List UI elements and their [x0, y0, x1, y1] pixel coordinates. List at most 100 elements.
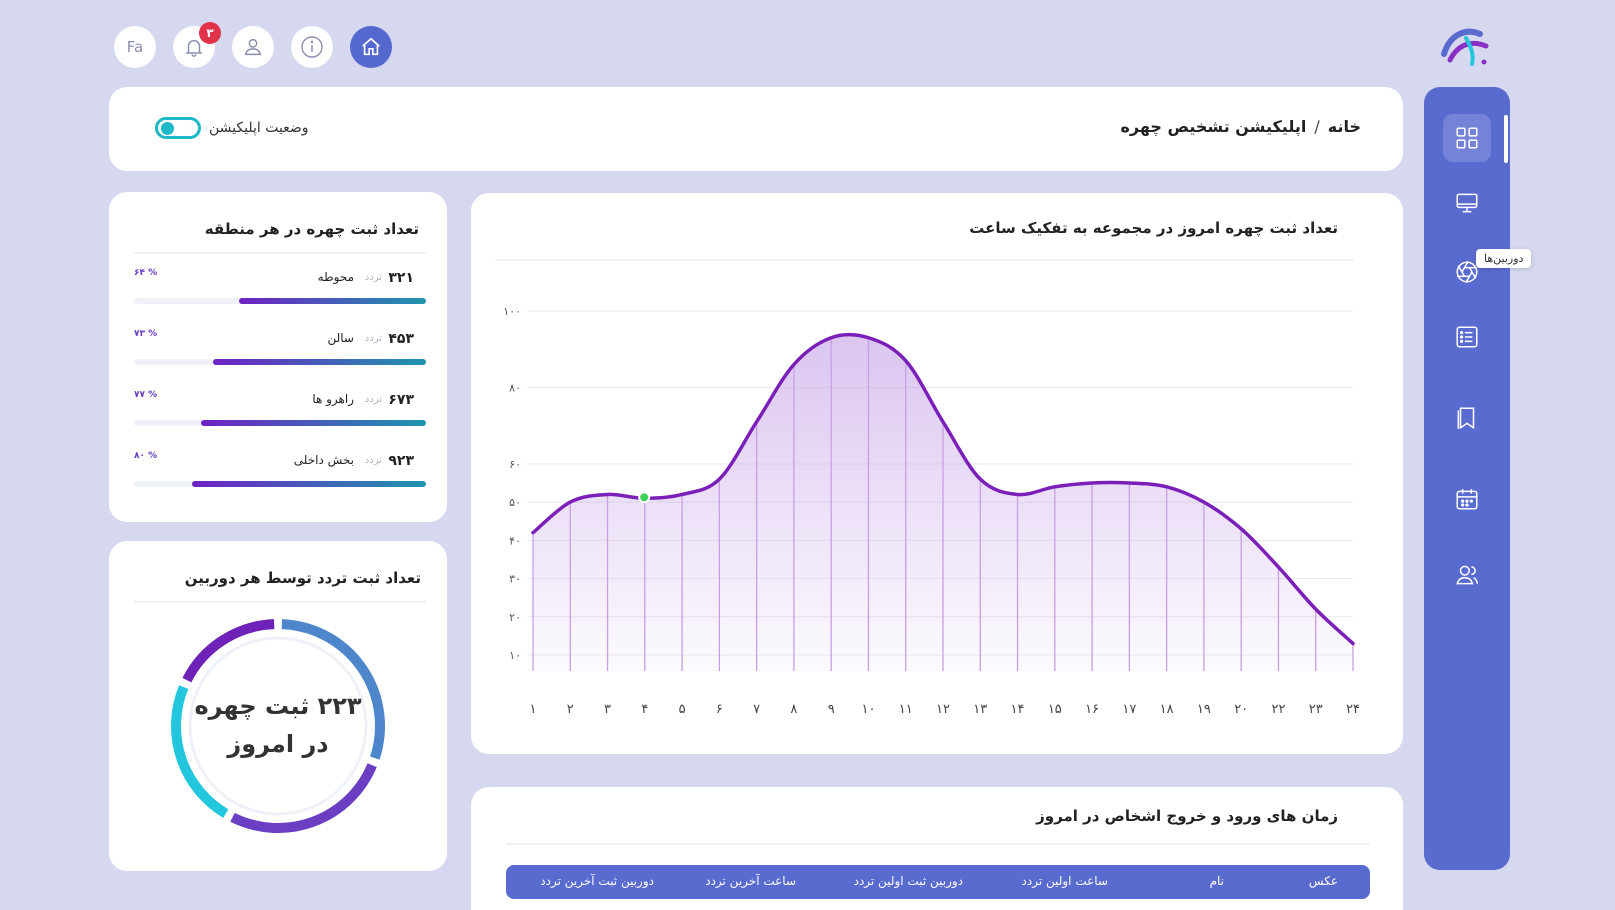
table-header: عکس نام ساعت اولین تردد دوربین ثبت اولین… — [506, 865, 1370, 899]
breadcrumb-home[interactable]: خانه — [1327, 117, 1361, 136]
entry-exit-title: زمان های ورود و خروج اشخاص در امروز — [1036, 807, 1338, 825]
camera-divider — [134, 601, 426, 603]
users-icon — [1456, 565, 1479, 585]
sidebar-item-users[interactable] — [1443, 551, 1491, 599]
x-tick-label: ۱ — [530, 702, 537, 717]
list-icon — [1456, 326, 1478, 348]
hover-marker — [638, 491, 651, 504]
region-progress-track — [134, 481, 426, 487]
donut-segment-1[interactable] — [281, 619, 385, 760]
sidebar-item-list[interactable] — [1443, 313, 1491, 361]
x-tick-label: ۴ — [641, 702, 648, 717]
info-button[interactable] — [291, 26, 333, 68]
region-percent: ۸۰ % — [134, 451, 158, 461]
breadcrumb-separator: / — [1314, 117, 1320, 136]
donut-segment-2[interactable] — [230, 763, 377, 833]
sidebar-item-bookmarks[interactable] — [1443, 394, 1491, 442]
region-unit: تردد — [364, 455, 382, 466]
x-tick-label: ۶ — [716, 702, 723, 717]
regions-divider — [134, 252, 426, 254]
region-count: ۶۷۳ — [388, 392, 414, 408]
region-percent: ۷۷ % — [134, 390, 158, 400]
sidebar-item-calendar[interactable] — [1443, 475, 1491, 523]
x-tick-label: ۱۸ — [1160, 702, 1174, 717]
y-tick-label: ۵۰ — [509, 496, 521, 509]
user-icon — [244, 38, 262, 56]
x-tick-label: ۲ — [567, 702, 574, 717]
x-tick-label: ۱۳ — [973, 702, 987, 717]
entry-exit-card: زمان های ورود و خروج اشخاص در امروز عکس … — [471, 787, 1403, 910]
column-last-entry-time[interactable]: ساعت آخرین تردد — [705, 874, 796, 888]
table-divider — [506, 843, 1370, 845]
app-status-toggle[interactable] — [155, 117, 201, 139]
donut-inner-ring — [188, 636, 368, 816]
x-tick-label: ۱۴ — [1011, 702, 1025, 717]
camera-aperture-icon — [1456, 260, 1478, 284]
chart-divider — [495, 259, 1354, 261]
x-tick-label: ۱۶ — [1085, 702, 1099, 717]
sidebar-item-monitor[interactable] — [1443, 179, 1491, 227]
x-tick-label: ۳ — [604, 702, 611, 717]
camera-card-title: تعداد ثبت تردد توسط هر دوربین — [184, 569, 421, 587]
notifications-button[interactable]: ۳ — [173, 22, 221, 68]
region-count: ۹۲۳ — [388, 453, 414, 469]
y-tick-label: ۶۰ — [509, 458, 521, 471]
language-button[interactable]: Fa — [114, 26, 156, 68]
breadcrumb: خانه / اپلیکیشن تشخیص چهره — [1120, 117, 1361, 136]
x-tick-label: ۱۲ — [936, 702, 950, 717]
profile-button[interactable] — [232, 26, 274, 68]
column-photo[interactable]: عکس — [1308, 874, 1338, 888]
region-name: محوطه — [317, 270, 354, 284]
region-progress-fill — [212, 359, 426, 365]
region-progress-track — [134, 359, 426, 365]
region-unit: تردد — [364, 272, 382, 283]
app-status-label: وضعیت اپلیکیشن — [209, 120, 309, 136]
region-row: ۹۲۳ تردد بخش داخلی ۸۰ % — [134, 447, 426, 497]
donut-center-line1: ۲۲۳ ثبت چهره — [194, 692, 362, 720]
region-progress-track — [134, 298, 426, 304]
series-line — [531, 332, 1355, 646]
column-last-entry-camera[interactable]: دوربین ثبت آخرین تردد — [540, 874, 654, 888]
monitor-icon — [1456, 193, 1478, 213]
breadcrumb-current: اپلیکیشن تشخیص چهره — [1120, 117, 1307, 136]
column-name[interactable]: نام — [1209, 874, 1224, 888]
x-tick-label: ۱۹ — [1197, 702, 1211, 717]
region-count: ۴۵۳ — [388, 331, 414, 347]
column-first-entry-camera[interactable]: دوربین ثبت اولین تردد — [853, 874, 963, 888]
column-first-entry-time[interactable]: ساعت اولین تردد — [1021, 874, 1108, 888]
hourly-chart-card: تعداد ثبت چهره امروز در مجموعه به تفکیک … — [471, 193, 1403, 754]
y-tick-label: ۳۰ — [509, 573, 521, 586]
region-row: ۳۲۱ تردد محوطه ۶۴ % — [134, 264, 426, 314]
sidebar-tooltip: دوربین‌ها — [1476, 249, 1532, 268]
region-unit: تردد — [364, 394, 382, 405]
region-progress-fill — [201, 420, 426, 426]
donut-segment-3[interactable] — [171, 685, 229, 818]
region-progress-track — [134, 420, 426, 426]
notification-badge: ۳ — [199, 22, 221, 44]
region-percent: ۷۳ % — [134, 329, 158, 339]
app-logo — [1441, 28, 1489, 66]
region-row: ۶۷۳ تردد راهرو ها ۷۷ % — [134, 386, 426, 436]
bookmark-icon — [1457, 407, 1475, 430]
region-name: سالن — [327, 331, 354, 345]
x-tick-label: ۵ — [679, 702, 686, 717]
region-name: بخش داخلی — [293, 453, 354, 467]
y-tick-label: ۲۰ — [509, 611, 521, 624]
app-status: وضعیت اپلیکیشن — [155, 117, 309, 139]
sidebar-item-dashboard[interactable] — [1443, 114, 1491, 162]
x-tick-label: ۹ — [828, 702, 835, 717]
region-unit: تردد — [364, 333, 382, 344]
sidebar-item-cameras[interactable] — [1443, 248, 1491, 296]
donut-center-text: ۲۲۳ ثبت چهره در امروز — [178, 687, 378, 763]
camera-donut-chart — [171, 619, 385, 833]
region-percent: ۶۴ % — [134, 268, 158, 278]
x-tick-label: ۱۰ — [861, 702, 875, 717]
info-icon — [301, 36, 323, 58]
language-label: Fa — [126, 38, 144, 56]
hourly-chart-title: تعداد ثبت چهره امروز در مجموعه به تفکیک … — [969, 219, 1338, 237]
home-button[interactable] — [350, 26, 392, 68]
bell-icon — [185, 39, 203, 57]
donut-segment-4[interactable] — [182, 619, 275, 683]
x-tick-label: ۷ — [753, 702, 760, 717]
x-tick-label: ۸ — [790, 702, 797, 717]
